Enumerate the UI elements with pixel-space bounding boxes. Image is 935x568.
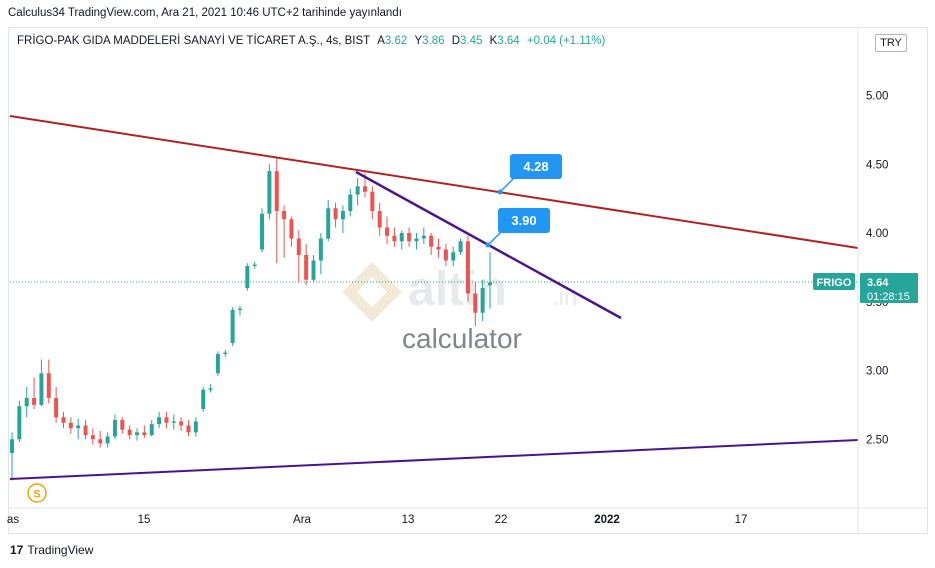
legend-close-key: K (489, 35, 498, 47)
legend-open: 3.62 (384, 35, 408, 47)
tradingview-logo-icon: 17 (10, 543, 24, 557)
footer-brand: TradingView (27, 543, 94, 557)
legend-close: 3.64 (497, 35, 520, 47)
chart-panel[interactable] (8, 27, 928, 534)
legend-symbol: FRİGO-PAK GIDA MADDELERİ SANAYİ VE TİCAR… (17, 35, 370, 47)
legend-high-key: Y (414, 35, 423, 47)
legend-high: 3.86 (422, 35, 445, 47)
currency-button[interactable]: TRY (875, 34, 907, 52)
footer: 17 TradingView (10, 543, 93, 557)
legend-change: +0.04 (+1.11%) (526, 35, 606, 47)
legend-open-key: A (377, 35, 385, 47)
publish-line: Calculus34 TradingView.com, Ara 21, 2021… (8, 7, 402, 19)
legend-low: 3.45 (460, 35, 483, 47)
ohlc-legend: FRİGO-PAK GIDA MADDELERİ SANAYİ VE TİCAR… (17, 35, 605, 47)
legend-low-key: D (451, 35, 461, 47)
